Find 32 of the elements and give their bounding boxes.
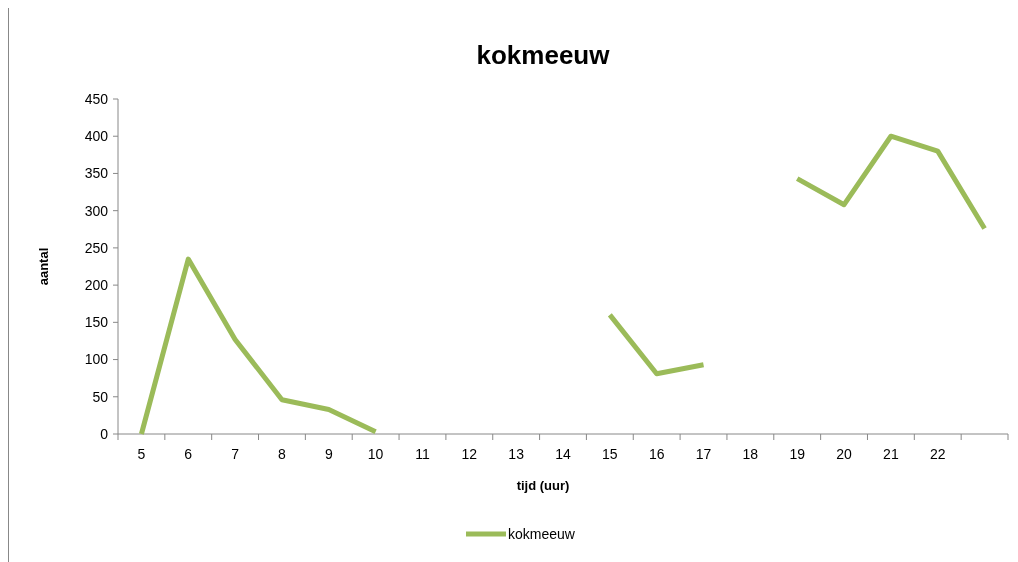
x-tick-label: 15 — [602, 446, 618, 462]
x-tick-label: 8 — [278, 446, 287, 462]
y-tick-label: 400 — [84, 128, 109, 145]
x-tick-label: 5 — [137, 446, 146, 462]
x-tick-label: 21 — [883, 446, 899, 462]
x-tick-label: 20 — [836, 446, 853, 462]
y-tick-label: 150 — [84, 314, 109, 331]
x-tick-label: 18 — [742, 446, 759, 462]
x-tick-label: 10 — [367, 446, 384, 462]
x-tick-label: 12 — [461, 446, 478, 462]
y-axis-title: aantal — [36, 247, 51, 286]
x-tick-label: 11 — [415, 446, 430, 462]
legend-label: kokmeeuw — [508, 525, 576, 542]
y-tick-label: 200 — [84, 277, 109, 294]
y-tick-label: 250 — [84, 239, 109, 256]
x-tick-label: 17 — [695, 446, 712, 462]
x-axis-title: tijd (uur) — [516, 478, 570, 493]
y-tick-label: 100 — [84, 351, 109, 368]
x-tick-label: 19 — [789, 446, 806, 462]
x-tick-label: 9 — [324, 446, 333, 462]
x-tick-label: 6 — [184, 446, 193, 462]
x-tick-label: 16 — [648, 446, 665, 462]
x-tick-label: 22 — [929, 446, 946, 462]
y-tick-label: 350 — [84, 165, 109, 182]
x-tick-label: 14 — [555, 446, 571, 462]
y-tick-label: 450 — [84, 90, 109, 107]
chart-title: kokmeeuw — [476, 40, 611, 70]
y-tick-label: 50 — [92, 388, 109, 405]
y-tick-label: 300 — [84, 202, 109, 219]
y-tick-label: 0 — [100, 425, 109, 442]
x-tick-label: 7 — [231, 446, 240, 462]
x-tick-label: 13 — [508, 446, 525, 462]
